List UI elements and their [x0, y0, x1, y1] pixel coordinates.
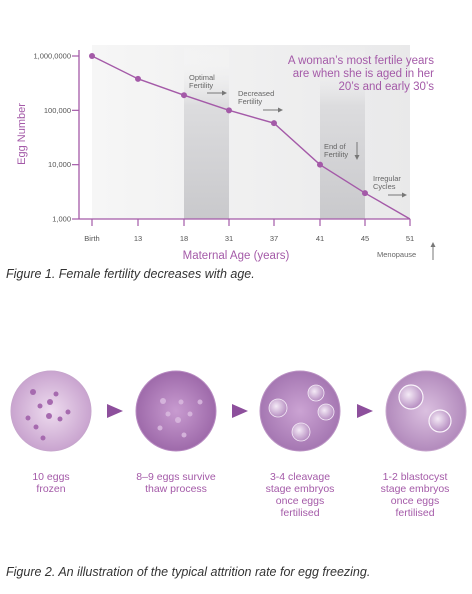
optimal-label-1: Optimal	[189, 73, 215, 82]
y-axis-label: Egg Number	[16, 103, 28, 165]
cleavage-embryos-circle	[259, 370, 341, 452]
data-point-0	[89, 53, 95, 59]
shaded-band-1	[320, 45, 365, 219]
x-tick-label-4: 37	[270, 234, 278, 243]
decreased-label-2: Fertility	[238, 97, 262, 106]
end-label-2: Fertility	[324, 150, 348, 159]
x-tick-label-1: 13	[134, 234, 142, 243]
menopause-label: Menopause	[377, 250, 416, 259]
optimal-arrow-icon	[207, 90, 227, 96]
figure2-caption: Figure 2. An illustration of the typical…	[6, 565, 371, 579]
x-tick-label-6: 45	[361, 234, 369, 243]
y-tick-label-2: 10,000	[48, 160, 71, 169]
flow-arrow-1	[107, 404, 123, 418]
headline-line-2: are when she is aged in her	[293, 68, 434, 80]
step-label-cleavage: 3-4 cleavage stage embryos once eggs fer…	[265, 471, 335, 519]
x-tick-label-2: 18	[180, 234, 188, 243]
headline-line-3: 20’s and early 30’s	[339, 81, 435, 93]
end-arrow-icon	[354, 142, 360, 160]
step-label-thawed: 8–9 eggs survive thaw process	[136, 471, 216, 495]
shaded-bands	[184, 45, 365, 219]
flow-arrow-3	[357, 404, 373, 418]
decreased-label-1: Decreased	[238, 89, 274, 98]
y-tick-label-0: 1,000,0000	[33, 52, 71, 61]
data-point-6	[362, 190, 368, 197]
x-tick-label-5: 41	[316, 234, 324, 243]
decreased-arrow-icon	[263, 107, 283, 113]
blastocyst-circle	[385, 370, 467, 452]
x-axis-label: Maternal Age (years)	[183, 250, 290, 262]
data-point-1	[135, 75, 141, 82]
irregular-arrow-icon	[388, 192, 407, 198]
y-tick-label-3: 1,000	[52, 215, 71, 224]
data-point-4	[271, 120, 277, 127]
series-line-0	[91, 55, 411, 220]
shaded-band-0	[184, 45, 229, 219]
x-tick-label-7: 51	[406, 234, 414, 243]
step-label-blastocyst: 1-2 blastocyst stage embryos once eggs f…	[380, 471, 450, 519]
x-tick-label-0: Birth	[84, 234, 99, 243]
thawed-eggs-circle	[135, 370, 217, 452]
irregular-label-1: Irregular	[373, 174, 401, 183]
y-tick-label-1: 100,000	[44, 106, 71, 115]
x-tick-label-3: 31	[225, 234, 233, 243]
figure1-caption: Figure 1. Female fertility decreases wit…	[6, 267, 255, 281]
menopause-arrow-icon	[430, 242, 436, 260]
headline-line-1: A woman’s most fertile years	[288, 55, 434, 67]
optimal-label-2: Fertility	[189, 81, 213, 90]
step-label-frozen: 10 eggs frozen	[32, 471, 70, 495]
frozen-eggs-circle	[10, 370, 92, 452]
data-point-2	[181, 92, 187, 99]
end-label-1: End of	[324, 142, 347, 151]
data-point-3	[226, 107, 232, 114]
flow-arrow-2	[232, 404, 248, 418]
data-point-5	[317, 161, 323, 168]
irregular-label-2: Cycles	[373, 182, 396, 191]
